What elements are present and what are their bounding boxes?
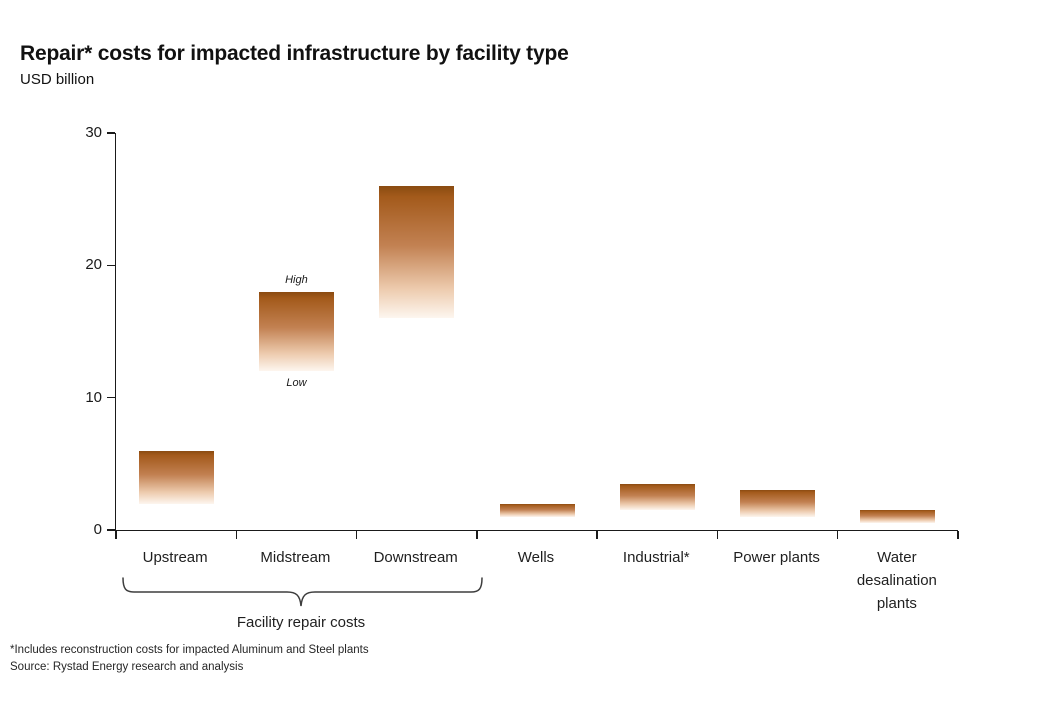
y-axis-label-30: 30 (85, 124, 102, 141)
y-axis-label-10: 10 (85, 388, 102, 406)
category-label-midstream: Midstream (260, 549, 331, 566)
bar-downstream (379, 185, 455, 319)
category-labels: Upstream Midstream Downstream Wells Industri… (115, 546, 957, 618)
x-axis-tick (596, 531, 598, 539)
bar-power-plants (740, 490, 816, 517)
group-bracket (122, 577, 483, 607)
category-label-upstream: Upstream (142, 549, 208, 566)
category-label-industrial: Industrial* (622, 549, 690, 566)
page-title: Repair* costs for impacted infrastructur… (20, 42, 569, 65)
x-axis-tick (235, 531, 238, 539)
category-label-wells: Wells (517, 549, 555, 566)
group-bracket-label: Facility repair costs (236, 614, 366, 631)
x-axis-tick (836, 531, 839, 539)
plot-area: 0 10 20 30 High Low (85, 124, 959, 539)
category-label-water-desalination-plants: Water desalination plants (856, 549, 937, 612)
y-axis-tick-20 (107, 264, 115, 267)
category-label-power-plants: Power plants (733, 549, 820, 566)
bar-wells (499, 503, 575, 517)
y-axis-label-20: 20 (85, 256, 102, 274)
x-axis-tick (355, 531, 358, 539)
y-axis-tick-30 (107, 132, 115, 134)
y-axis-label-0: 0 (93, 521, 102, 538)
y-axis-tick-0 (107, 529, 115, 531)
annotation-high: High (285, 273, 308, 286)
y-axis-tick-10 (107, 396, 115, 399)
bar-midstream (258, 291, 334, 372)
units-label: USD billion (20, 71, 95, 88)
x-axis-tick (115, 531, 117, 539)
footnote-note: *Includes reconstruction costs for impac… (10, 644, 369, 656)
bar-industrial (619, 483, 695, 511)
annotation-low: Low (286, 377, 307, 390)
category-label-downstream: Downstream (373, 549, 458, 566)
x-axis-tick (476, 531, 478, 539)
x-axis-tick (957, 531, 959, 539)
bar-water-desalination-plants (860, 510, 936, 524)
x-axis-tick (716, 531, 719, 539)
bar-upstream (138, 450, 214, 504)
footnote-source: Source: Rystad Energy research and analy… (10, 661, 244, 673)
